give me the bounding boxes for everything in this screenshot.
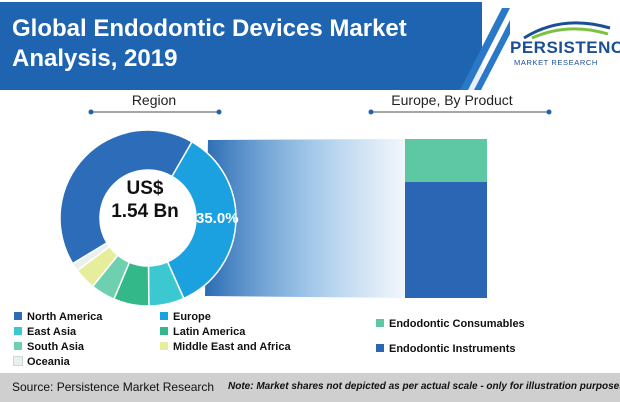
legend-label: North America: [27, 311, 103, 323]
product-label: Europe, By Product: [391, 92, 513, 108]
legend-swatch: [14, 312, 22, 320]
legend-item-endodontic-instruments: Endodontic Instruments: [376, 343, 516, 355]
legend-item-north-america: North America: [14, 311, 102, 323]
legend-label: Endodontic Consumables: [389, 318, 525, 330]
legend-label: Middle East and Africa: [173, 341, 291, 353]
legend-swatch: [376, 344, 384, 352]
legend-item-oceania: Oceania: [13, 356, 70, 368]
legend-item-latin-america: Latin America: [160, 326, 245, 338]
legend-swatch: [14, 327, 22, 335]
footer: Source: Persistence Market Research Note…: [0, 373, 620, 402]
legend-item-europe: Europe: [160, 311, 211, 323]
legend-label: Oceania: [27, 356, 70, 368]
logo-sub-text: MARKET RESEARCH: [514, 58, 598, 67]
footer-note: Note: Market shares not depicted as per …: [228, 381, 620, 392]
bar-segment-endodontic-instruments: [405, 181, 487, 298]
legend-item-endodontic-consumables: Endodontic Consumables: [376, 318, 525, 330]
legend-swatch: [160, 327, 168, 335]
footer-source: Source: Persistence Market Research: [12, 380, 215, 394]
stacked-bar-chart: [405, 139, 487, 298]
donut-slice-oceania: [71, 241, 111, 272]
center-line-2: 1.54 Bn: [111, 201, 179, 222]
legend-label: East Asia: [27, 326, 77, 338]
product-bracket: [368, 109, 552, 115]
donut-slice-north-america: [59, 129, 194, 265]
europe-slice-label: 35.0%: [196, 210, 239, 227]
highlight-connector: [205, 139, 405, 298]
region-label: Region: [131, 92, 177, 108]
legend-item-east-asia: East Asia: [14, 326, 76, 338]
legend-swatch: [376, 319, 384, 327]
legend-swatch: [14, 342, 22, 350]
logo-swoosh-icon: [523, 21, 611, 40]
legend-item-south-asia: South Asia: [14, 341, 84, 353]
legend-swatch: [13, 356, 23, 366]
region-bracket: [88, 109, 222, 115]
bar-segment-endodontic-consumables: [405, 139, 487, 182]
legend-item-middle-east-and-africa: Middle East and Africa: [160, 341, 291, 353]
logo: PERSISTENCE MARKET RESEARCH: [500, 18, 620, 74]
page-title: Global Endodontic Devices Market Analysi…: [12, 15, 407, 72]
donut-center-text: US$ 1.54 Bn: [110, 178, 180, 224]
legend-label: South Asia: [27, 341, 85, 353]
donut-chart: [59, 129, 237, 307]
legend-label: Europe: [173, 311, 211, 323]
legend-swatch: [160, 312, 168, 320]
legend-label: Endodontic Instruments: [389, 343, 516, 355]
center-line-1: US$: [126, 178, 164, 199]
legend-label: Latin America: [173, 326, 246, 338]
accent-stripes: [460, 8, 510, 90]
title-banner: Global Endodontic Devices Market Analysi…: [0, 2, 482, 90]
logo-main-text: PERSISTENCE: [510, 38, 620, 57]
chart-canvas: [59, 129, 487, 307]
donut-slice-europe: [166, 140, 237, 300]
legend-swatch: [160, 342, 168, 350]
